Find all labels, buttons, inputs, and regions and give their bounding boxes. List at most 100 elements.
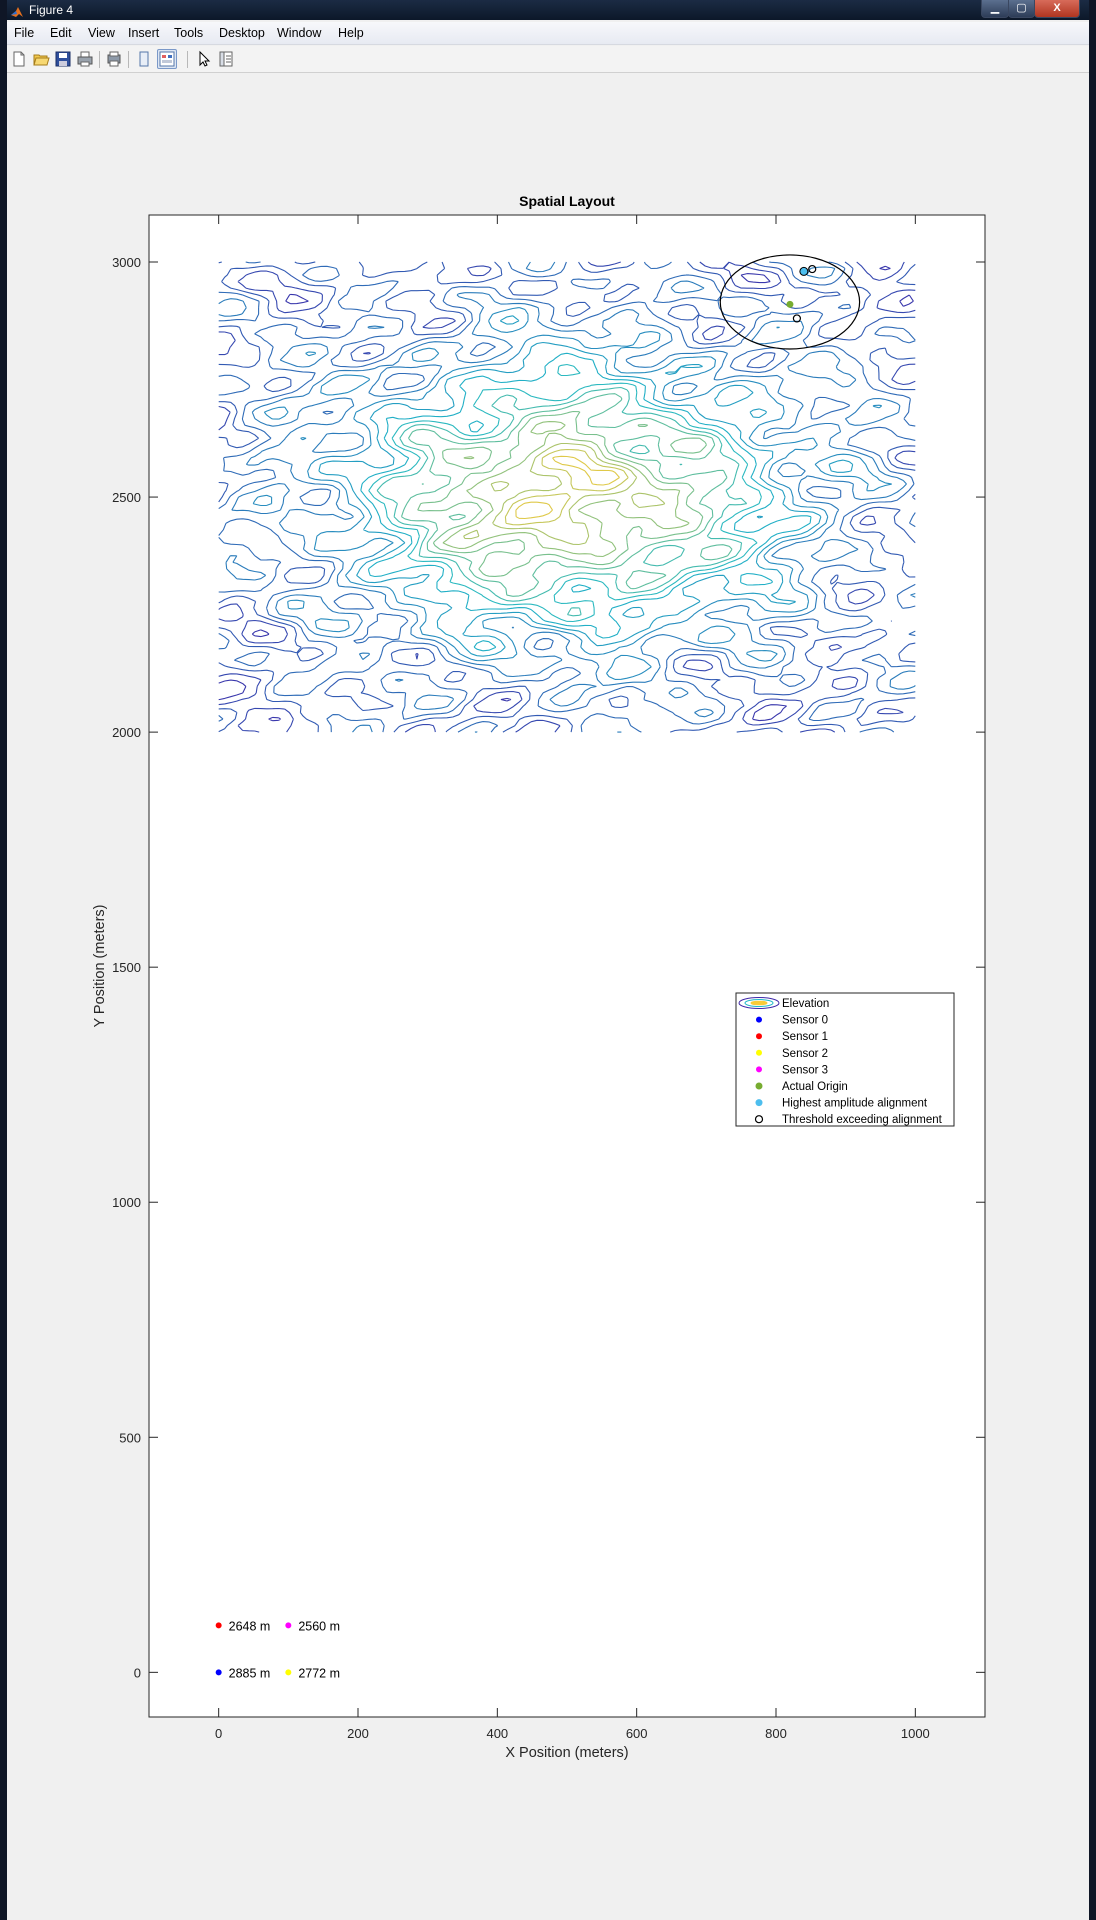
axis-ticks: 0 200 400 600 800 1000 0 500 1000 1500 2000 2500 300…	[112, 215, 985, 1741]
print-preview-icon[interactable]	[105, 50, 123, 68]
legend-entry-label: Threshold exceeding alignment	[782, 1114, 943, 1126]
legend-origin-marker	[755, 1082, 763, 1090]
sensor-1-label: 2648 m	[229, 1619, 271, 1633]
legend-sensor-2-marker	[756, 1049, 762, 1056]
actual-origin-point	[786, 300, 794, 308]
plot-browser-icon[interactable]	[217, 50, 235, 68]
new-figure-icon[interactable]	[10, 50, 28, 68]
legend-threshold-marker	[754, 1115, 764, 1124]
chart-title: Spatial Layout	[519, 193, 615, 209]
contour-line	[442, 421, 690, 558]
x-tick-label: 1000	[901, 1726, 930, 1741]
contour-line	[400, 393, 733, 597]
title-bar[interactable]: Figure 4 ▁ ▢ X	[7, 0, 1089, 20]
toolbar-separator	[99, 51, 100, 68]
contour-line	[376, 386, 748, 617]
save-icon[interactable]	[54, 50, 72, 68]
contour-line	[360, 352, 812, 652]
chart: 0 200 400 600 800 1000 0 500 1000 1500 2000 2500 300…	[92, 193, 986, 1761]
minimize-button[interactable]: ▁	[981, 0, 1009, 18]
legend-sensor-3-marker	[756, 1066, 762, 1073]
y-tick-label: 1000	[112, 1195, 141, 1210]
contour-line	[218, 265, 914, 722]
legend-elevation-icon	[744, 999, 774, 1007]
sensor-0-label: 2885 m	[229, 1666, 271, 1680]
y-tick-label: 500	[119, 1430, 141, 1445]
open-file-icon[interactable]	[32, 50, 50, 68]
legend-entry-label: Highest amplitude alignment	[782, 1098, 928, 1110]
print-icon[interactable]	[76, 50, 94, 68]
x-tick-label: 200	[347, 1726, 369, 1741]
sensor-0-point	[215, 1669, 222, 1676]
toolbar-separator	[187, 51, 188, 68]
contour-line	[463, 442, 666, 546]
legend-entry-label: Sensor 2	[782, 1048, 828, 1060]
pointer-icon[interactable]	[195, 50, 213, 68]
menu-edit[interactable]: Edit	[50, 26, 72, 40]
legend-entry-label: Sensor 0	[782, 1015, 828, 1027]
maximize-button[interactable]: ▢	[1008, 0, 1035, 18]
sensor-1-point	[215, 1622, 222, 1629]
legend-entry-label: Sensor 1	[782, 1031, 828, 1043]
sensor-3-label: 2560 m	[298, 1619, 340, 1633]
threshold-alignment-point	[808, 264, 817, 274]
y-tick-label: 1500	[112, 960, 141, 975]
menu-desktop[interactable]: Desktop	[219, 26, 265, 40]
menu-bar: File Edit View Insert Tools Desktop Wind…	[7, 22, 1089, 45]
close-button[interactable]: X	[1034, 0, 1080, 18]
legend-sensor-1-marker	[756, 1033, 762, 1040]
legend[interactable]: Elevation Sensor 0 Sensor 1 Sensor 2 Sensor …	[735, 992, 955, 1127]
legend-sensor-0-marker	[756, 1016, 762, 1023]
toolbar	[7, 46, 1089, 73]
threshold-alignment-point	[792, 314, 802, 323]
contour-line	[515, 455, 620, 520]
uncertainty-ellipse	[719, 254, 861, 350]
menu-tools[interactable]: Tools	[174, 26, 204, 40]
hide-toolbar-icon[interactable]	[135, 50, 153, 68]
contour-line	[252, 307, 892, 680]
x-axis-label: X Position (meters)	[505, 1745, 628, 1761]
x-tick-label: 800	[765, 1726, 787, 1741]
legend-box	[735, 992, 955, 1127]
y-axis-label: Y Position (meters)	[92, 904, 108, 1027]
legend-highest-marker	[755, 1099, 763, 1107]
legend-elevation-icon	[738, 997, 780, 1009]
contour-line	[218, 261, 916, 733]
plot-area[interactable]	[148, 214, 986, 1718]
x-tick-label: 400	[486, 1726, 508, 1741]
show-plot-tools-icon[interactable]	[157, 49, 177, 69]
menu-file[interactable]: File	[14, 26, 35, 40]
legend-entry-label: Elevation	[782, 998, 829, 1010]
menu-view[interactable]: View	[88, 26, 115, 40]
contour-line	[218, 261, 916, 733]
legend-entry-label: Sensor 3	[782, 1064, 828, 1076]
contour-line	[368, 363, 762, 623]
data-marks: 2885 m 2648 m 2772 m 2560 m	[215, 254, 861, 1680]
contour-line	[218, 261, 916, 733]
y-tick-label: 3000	[112, 255, 141, 270]
figure-window: Figure 4 ▁ ▢ X File Edit View Insert Too…	[7, 0, 1089, 1920]
figure-canvas: 0 200 400 600 800 1000 0 500 1000 1500 2000 2500 300…	[7, 74, 1089, 1920]
y-tick-label: 0	[134, 1665, 141, 1680]
sensor-2-point	[285, 1669, 292, 1676]
contour-line	[318, 315, 854, 657]
contour-line	[504, 448, 629, 526]
sensor-3-point	[285, 1622, 292, 1629]
y-tick-label: 2500	[112, 490, 141, 505]
y-tick-label: 2000	[112, 725, 141, 740]
sensor-2-label: 2772 m	[298, 1666, 340, 1680]
elevation-contours	[218, 261, 916, 733]
toolbar-separator	[128, 51, 129, 68]
menu-insert[interactable]: Insert	[128, 26, 160, 40]
matlab-logo-icon	[11, 4, 23, 17]
menu-help[interactable]: Help	[338, 26, 364, 40]
x-tick-label: 600	[626, 1726, 648, 1741]
menu-window[interactable]: Window	[277, 26, 322, 40]
x-tick-label: 0	[215, 1726, 222, 1741]
contour-line	[218, 261, 916, 733]
contour-line	[417, 410, 707, 577]
window-title: Figure 4	[29, 3, 74, 17]
legend-entry-label: Actual Origin	[782, 1081, 848, 1093]
highest-amplitude-point	[799, 266, 809, 276]
legend-elevation-icon	[750, 1000, 768, 1006]
